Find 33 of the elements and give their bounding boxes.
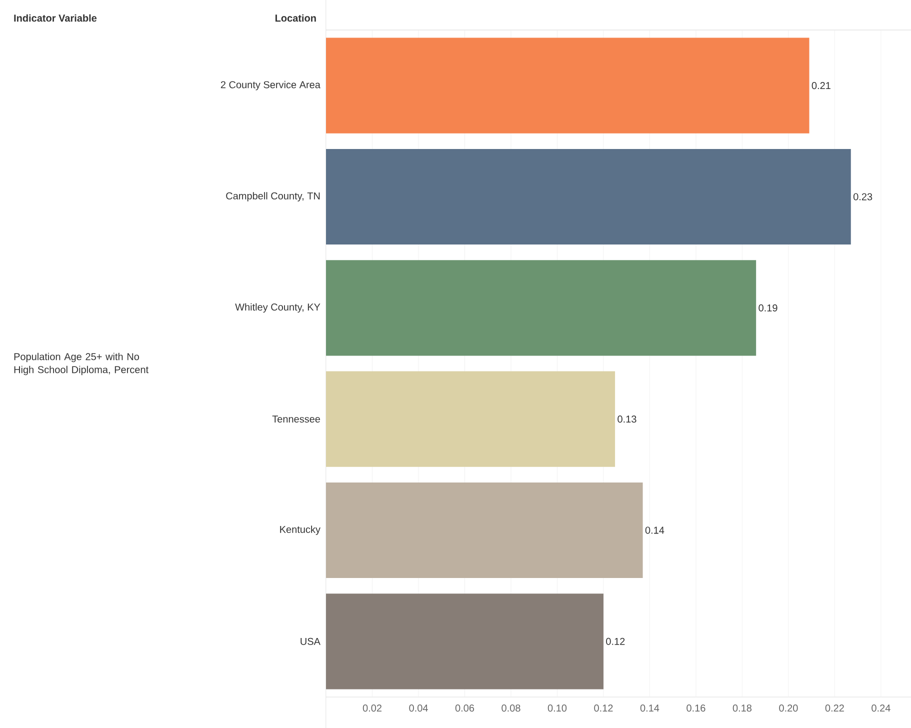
bar	[326, 482, 643, 578]
x-tick-label: 0.06	[455, 704, 474, 712]
data-label: 0.14	[645, 526, 664, 534]
data-label: 0.19	[758, 304, 778, 312]
x-tick-label: 0.16	[686, 704, 706, 712]
data-label: 0.21	[812, 82, 830, 90]
y-tick-label: Tennessee	[272, 416, 320, 423]
y-tick-label: Campbell County, TN	[226, 192, 320, 202]
x-tick-label: 0.18	[732, 704, 752, 712]
x-tick-label: 0.08	[502, 704, 520, 712]
x-tick-label: 0.14	[640, 704, 660, 712]
x-tick-label: 0.22	[825, 704, 844, 712]
y-tick-label: USA	[300, 638, 320, 645]
y-tick-label: Whitley County, KY	[235, 303, 320, 313]
y-axis-title: Location	[275, 14, 316, 22]
x-tick-label: 0.20	[779, 704, 798, 712]
x-tick-label: 0.24	[872, 704, 890, 712]
x-tick-label: 0.04	[409, 704, 428, 712]
bar	[326, 38, 810, 134]
bar	[326, 371, 616, 467]
data-label: 0.23	[853, 193, 872, 200]
y-tick-label: Kentucky	[280, 526, 320, 535]
x-tick-label: 0.02	[362, 704, 382, 712]
bar	[326, 148, 851, 245]
text: Indicator Variable	[14, 14, 97, 22]
x-tick-label: 0.12	[594, 704, 613, 712]
y-tick-label: 2 County Service Area	[220, 80, 320, 90]
data-label: 0.12	[606, 638, 625, 645]
data-label: 0.13	[618, 416, 636, 423]
x-tick-label: 0.10	[548, 704, 567, 712]
bar	[326, 260, 756, 356]
text: Population Age 25+ with No High School Diploma, Percent	[14, 352, 148, 376]
bar	[326, 594, 604, 690]
